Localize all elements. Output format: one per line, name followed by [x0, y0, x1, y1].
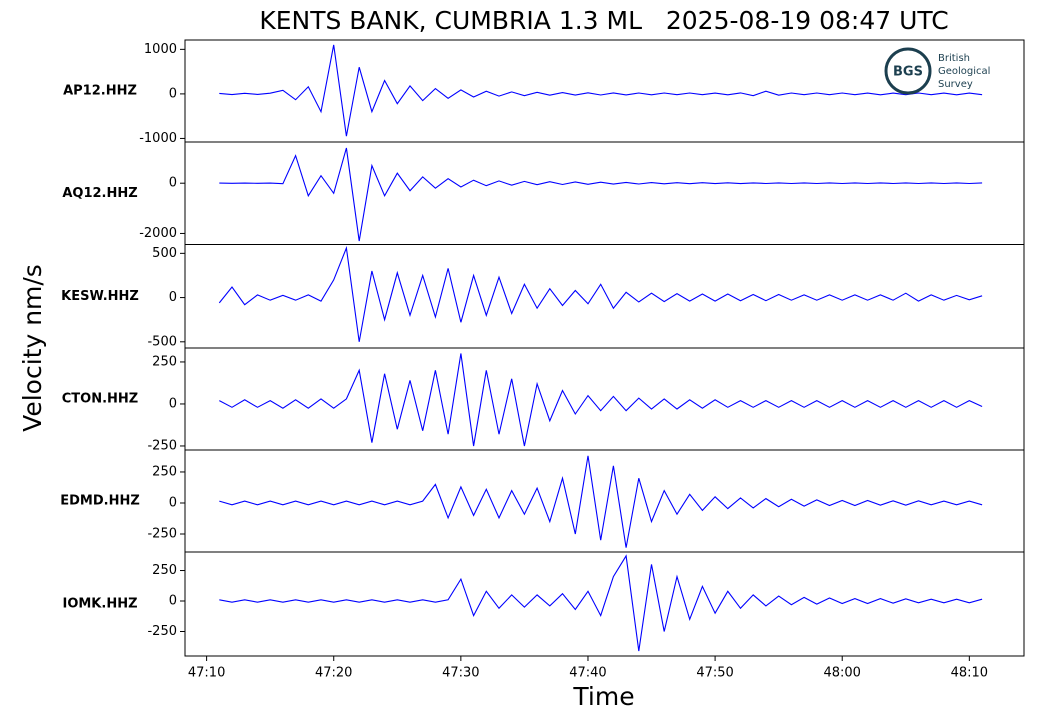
y-tick-label: 250 [152, 354, 177, 369]
logo-text: British [938, 53, 970, 64]
y-tick-label: -250 [147, 527, 177, 542]
x-tick-label: 47:30 [442, 666, 479, 681]
trace [219, 554, 983, 652]
y-tick-label: 0 [169, 396, 177, 411]
trace [218, 245, 983, 342]
panel-label: CTON.HHZ [62, 392, 138, 407]
y-tick-label: 0 [169, 176, 177, 191]
y-axis-label: Velocity nm/s [18, 264, 47, 432]
y-tick-label: 0 [169, 594, 177, 609]
logo-ring [884, 47, 932, 95]
panel-frame [184, 449, 1025, 553]
panel-label: AP12.HHZ [63, 84, 137, 99]
panel-label: IOMK.HHZ [62, 597, 137, 612]
y-tick-label: 250 [152, 563, 177, 578]
x-axis-label: Time [572, 682, 634, 711]
x-tick-label: 47:40 [569, 666, 606, 681]
y-tick-label: 0 [169, 495, 177, 510]
y-tick-label: 250 [152, 464, 177, 479]
x-tick-label: 47:20 [315, 666, 352, 681]
y-tick-label: 1000 [144, 42, 177, 57]
y-tick-label: -500 [147, 334, 177, 349]
x-tick-label: 47:10 [188, 666, 225, 681]
x-tick-label: 47:50 [696, 666, 733, 681]
logo: BGS British Geological Survey [884, 47, 990, 95]
panel-frame [184, 551, 1025, 657]
y-tick-label: -250 [147, 438, 177, 453]
panel-frame [184, 347, 1025, 451]
panel-frame [184, 141, 1025, 245]
x-tick-label: 48:10 [951, 666, 988, 681]
trace [219, 44, 983, 137]
trace [219, 353, 983, 447]
logo-text: Geological [938, 66, 990, 77]
trace [219, 147, 983, 242]
y-tick-label: -1000 [139, 131, 177, 146]
panel-label: EDMD.HHZ [60, 494, 140, 509]
y-tick-label: -2000 [139, 226, 177, 241]
chart-title: KENTS BANK, CUMBRIA 1.3 ML 2025-08-19 08… [259, 6, 948, 35]
logo-mark: BGS [893, 65, 923, 80]
logo-text: Survey [938, 79, 973, 90]
x-tick-label: 48:00 [823, 666, 860, 681]
y-tick-label: 0 [169, 290, 177, 305]
y-tick-label: 0 [169, 86, 177, 101]
trace [219, 455, 983, 548]
panel-label: KESW.HHZ [61, 289, 139, 304]
y-tick-label: 500 [152, 246, 177, 261]
panel-label: AQ12.HHZ [62, 186, 137, 201]
y-tick-label: -250 [147, 624, 177, 639]
